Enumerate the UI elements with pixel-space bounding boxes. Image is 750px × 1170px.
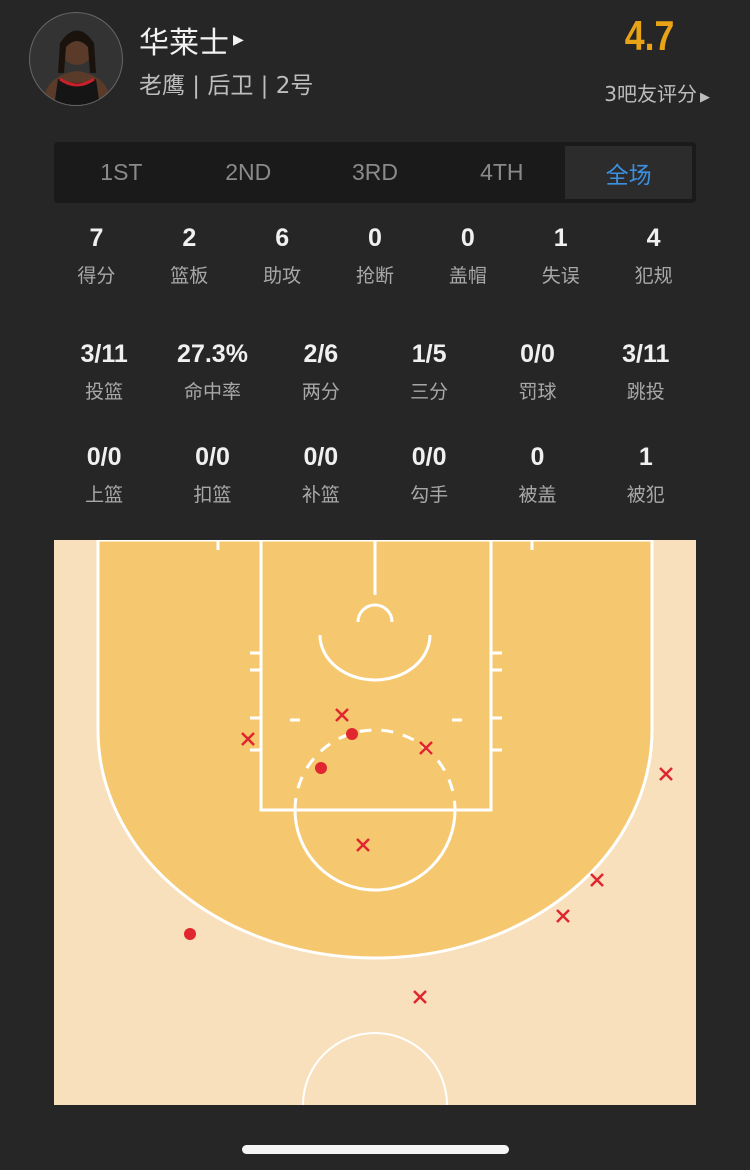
- stat-label: 勾手: [410, 484, 449, 506]
- stat-cell: 0/0 罚球: [483, 340, 591, 404]
- shot-chart: [54, 540, 696, 1105]
- stat-value: 0/0: [520, 340, 555, 368]
- player-info: 老鹰 | 后卫 | 2号: [139, 73, 314, 99]
- stat-label: 得分: [77, 265, 116, 287]
- player-name[interactable]: 华莱士 ▶: [139, 26, 244, 61]
- stat-value: 4: [646, 224, 661, 252]
- three-point-line: [96, 540, 654, 960]
- stat-label: 跳投: [626, 381, 665, 403]
- stat-cell: 1/5 三分: [375, 340, 483, 404]
- made-shot-marker: [184, 928, 196, 940]
- stat-value: 3/11: [622, 340, 670, 368]
- stat-value: 0: [368, 224, 382, 252]
- stat-value: 1: [638, 443, 653, 471]
- stat-label: 抢断: [356, 265, 395, 287]
- rating-score: 4.7: [624, 12, 674, 59]
- stat-cell: 6 助攻: [236, 224, 329, 288]
- stat-cell: 1 失误: [514, 224, 607, 288]
- stat-cell: 0 被盖: [483, 443, 591, 507]
- stat-value: 2/6: [303, 340, 339, 368]
- stat-label: 三分: [410, 381, 449, 403]
- stat-value: 0/0: [86, 443, 122, 471]
- stat-label: 两分: [301, 381, 340, 403]
- home-indicator[interactable]: [242, 1145, 509, 1154]
- stat-label: 命中率: [183, 381, 241, 403]
- stat-cell: 0 盖帽: [421, 224, 514, 288]
- stat-value: 2: [182, 224, 197, 252]
- stat-cell: 2 篮板: [143, 224, 236, 288]
- stat-label: 失误: [541, 265, 580, 287]
- stat-cell: 3/11 跳投: [592, 340, 700, 404]
- stat-value: 0/0: [303, 443, 339, 471]
- stat-label: 投篮: [85, 381, 124, 403]
- made-shot-marker: [315, 762, 327, 774]
- stat-cell: 0/0 补篮: [267, 443, 375, 507]
- rating-link[interactable]: 3吧友评分 ▶: [604, 82, 710, 106]
- tab-3rd[interactable]: 3RD: [351, 159, 398, 185]
- basic-stats: 7 得分 2 篮板 6 助攻 0 抢断 0 盖帽 1 失误 4 犯规: [50, 224, 700, 288]
- stat-value: 1/5: [411, 340, 447, 368]
- stat-cell: 0/0 扣篮: [158, 443, 266, 507]
- stat-cell: 0/0 勾手: [375, 443, 483, 507]
- stat-value: 1: [553, 224, 568, 252]
- stat-value: 27.3%: [177, 340, 248, 368]
- play-arrow-icon: ▶: [700, 90, 710, 105]
- stat-value: 7: [89, 224, 104, 252]
- stat-cell: 2/6 两分: [267, 340, 375, 404]
- stat-cell: 0 抢断: [329, 224, 422, 288]
- stat-label: 被犯: [626, 484, 665, 506]
- stat-label: 上篮: [85, 484, 124, 506]
- stat-label: 被盖: [518, 484, 557, 506]
- stat-label: 犯规: [634, 265, 673, 287]
- missed-shot-marker: [413, 990, 427, 1004]
- stat-value: 0/0: [195, 443, 230, 471]
- stat-cell: 1 被犯: [592, 443, 700, 507]
- shot-type-stats: 0/0 上篮 0/0 扣篮 0/0 补篮 0/0 勾手 0 被盖 1 被犯: [50, 443, 700, 507]
- shooting-stats: 3/11 投篮 27.3% 命中率 2/6 两分 1/5 三分 0/0 罚球 3/11 跳投: [50, 340, 700, 404]
- stat-cell: 7 得分: [50, 224, 143, 288]
- tab-2nd[interactable]: 2ND: [225, 159, 272, 185]
- stat-label: 篮板: [170, 265, 209, 287]
- tab-全场[interactable]: 全场: [565, 146, 692, 199]
- period-tabs: 1ST 2ND 3RD 4TH 全场: [54, 142, 696, 203]
- stat-label: 盖帽: [448, 265, 487, 287]
- play-arrow-icon: ▶: [233, 32, 244, 48]
- stat-cell: 4 犯规: [607, 224, 700, 288]
- stat-label: 罚球: [518, 381, 557, 403]
- missed-shot-marker: [419, 741, 433, 755]
- stat-value: 6: [275, 224, 290, 252]
- stat-label: 助攻: [263, 265, 302, 287]
- stat-value: 0: [530, 443, 545, 471]
- stat-label: 补篮: [301, 484, 340, 506]
- stat-value: 0/0: [411, 443, 447, 471]
- stat-cell: 3/11 投篮: [50, 340, 158, 404]
- missed-shot-marker: [659, 767, 673, 781]
- tab-1st[interactable]: 1ST: [100, 159, 143, 185]
- missed-shot-marker: [335, 708, 349, 722]
- made-shot-marker: [346, 728, 358, 740]
- court-lines: [216, 540, 534, 1105]
- stat-value: 0: [460, 224, 475, 252]
- missed-shot-marker: [356, 838, 370, 852]
- stat-cell: 0/0 上篮: [50, 443, 158, 507]
- missed-shot-marker: [241, 732, 255, 746]
- stat-cell: 27.3% 命中率: [158, 340, 266, 404]
- stat-value: 3/11: [80, 340, 128, 368]
- missed-shot-marker: [556, 909, 570, 923]
- missed-shot-marker: [590, 873, 604, 887]
- stat-label: 扣篮: [193, 484, 232, 506]
- player-avatar[interactable]: [29, 12, 123, 106]
- tab-4th[interactable]: 4TH: [480, 159, 524, 185]
